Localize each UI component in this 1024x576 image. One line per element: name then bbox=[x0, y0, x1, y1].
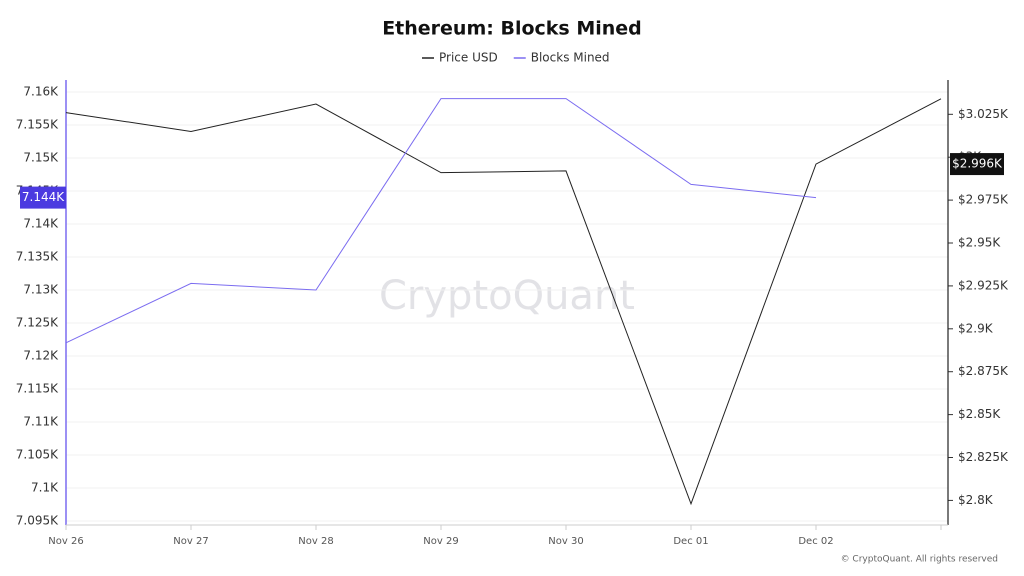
series-line bbox=[65, 98, 817, 344]
y2-tick-label: $2.875K bbox=[958, 364, 1009, 378]
y-tick-label: 7.115K bbox=[16, 382, 59, 396]
y2-tick-label: $2.925K bbox=[958, 278, 1009, 292]
y2-tick-label: $2.85K bbox=[958, 407, 1001, 421]
y2-tick-label: $2.9K bbox=[958, 321, 994, 335]
legend-label: Blocks Mined bbox=[531, 51, 610, 65]
y2-tick-label: $2.95K bbox=[958, 236, 1001, 250]
y-tick-label: 7.1K bbox=[31, 481, 59, 495]
value-badge-label: 7.144K bbox=[22, 190, 65, 204]
x-tick-label: Dec 02 bbox=[798, 536, 833, 547]
y-tick-label: 7.125K bbox=[16, 316, 59, 330]
y-tick-label: 7.135K bbox=[16, 250, 59, 264]
y-tick-label: 7.095K bbox=[16, 514, 59, 528]
y-tick-label: 7.155K bbox=[16, 118, 59, 132]
x-tick-label: Dec 01 bbox=[673, 536, 708, 547]
x-tick-label: Nov 27 bbox=[173, 536, 208, 547]
y2-tick-label: $2.8K bbox=[958, 493, 994, 507]
y-tick-label: 7.16K bbox=[23, 85, 59, 99]
x-tick-label: Nov 26 bbox=[48, 536, 83, 547]
x-tick-label: Nov 29 bbox=[423, 536, 458, 547]
y-tick-label: 7.14K bbox=[23, 217, 59, 231]
copyright: © CryptoQuant. All rights reserved bbox=[841, 555, 998, 565]
value-badge bbox=[20, 186, 66, 209]
y-tick-label: 7.15K bbox=[23, 151, 59, 165]
y-tick-label: 7.105K bbox=[16, 448, 59, 462]
y2-tick-label: $2.825K bbox=[958, 450, 1009, 464]
watermark: CryptoQuant bbox=[379, 273, 635, 319]
y-tick-label: 7.12K bbox=[23, 349, 59, 363]
chart-title: Ethereum: Blocks Mined bbox=[382, 18, 642, 40]
legend-label: Price USD bbox=[439, 51, 498, 65]
y-tick-label: 7.13K bbox=[23, 283, 59, 297]
y2-tick-label: $3.025K bbox=[958, 107, 1009, 121]
value-badge bbox=[950, 153, 1004, 176]
x-tick-label: Nov 28 bbox=[298, 536, 333, 547]
value-badge-label: $2.996K bbox=[952, 157, 1003, 171]
y2-tick-label: $2.975K bbox=[958, 193, 1009, 207]
series-line bbox=[65, 98, 942, 506]
x-tick-label: Nov 30 bbox=[548, 536, 583, 547]
y-tick-label: 7.11K bbox=[23, 415, 59, 429]
